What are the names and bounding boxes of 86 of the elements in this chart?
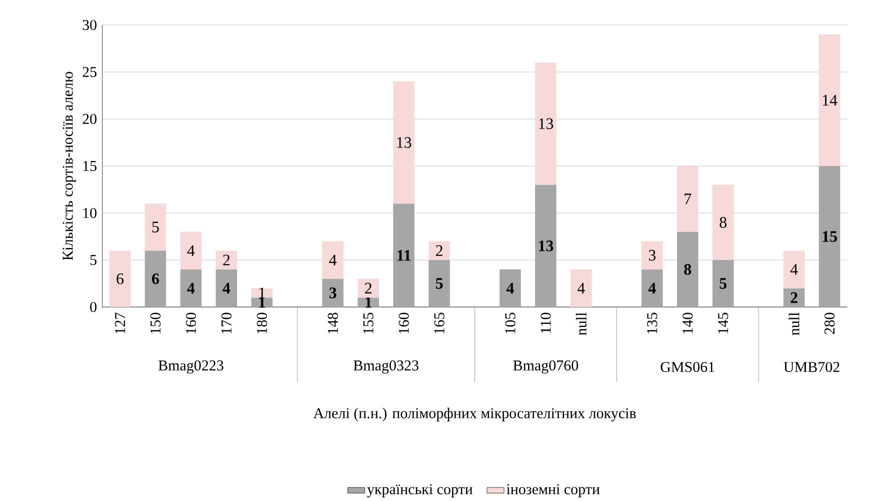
- data-label: 6: [152, 273, 160, 284]
- x-tick-label: 160: [398, 312, 409, 334]
- data-label: 4: [790, 264, 798, 275]
- bar: [322, 278, 344, 307]
- data-label: 7: [684, 194, 692, 204]
- bar: [322, 241, 344, 279]
- x-tick-label: null: [788, 312, 800, 336]
- x-tick-label: 135: [647, 312, 658, 334]
- bar: [676, 166, 698, 232]
- text: Bmag0223: [158, 360, 224, 374]
- y-axis-title: Кількість сортів-носіїв алелю: [62, 72, 76, 260]
- data-label: 8: [684, 264, 692, 275]
- data-label: 5: [152, 222, 159, 232]
- data-label: 14: [822, 94, 838, 106]
- bar: [251, 288, 273, 298]
- bar: [180, 269, 202, 307]
- bar: [393, 81, 414, 204]
- data-label: 5: [720, 278, 727, 289]
- data-label: 4: [506, 282, 514, 294]
- data-label: 5: [436, 278, 443, 289]
- data-label: 2: [436, 245, 442, 256]
- legend-label: іноземні сорти: [506, 484, 600, 498]
- y-tick-label: 25: [82, 66, 96, 78]
- bar: [642, 241, 663, 270]
- x-axis-title: Алелі (п.н.) поліморфних мікросателітних локусів: [313, 408, 636, 422]
- y-tick-label: 0: [90, 302, 96, 312]
- x-tick-label: 160: [186, 312, 196, 334]
- bar: [428, 241, 450, 260]
- text: UMB702: [784, 362, 840, 372]
- data-label: 4: [648, 282, 656, 294]
- x-tick-label: 155: [363, 312, 374, 334]
- x-tick-label: 110: [540, 312, 551, 333]
- y-tick-label: 10: [83, 208, 96, 218]
- data-label: 3: [648, 250, 656, 261]
- x-tick-label: 180: [256, 312, 267, 334]
- x-tick-label: null: [576, 312, 586, 336]
- bar: [570, 269, 592, 307]
- bar: [642, 269, 663, 307]
- bar: [500, 269, 521, 307]
- data-label: 13: [397, 137, 412, 148]
- bar: [144, 204, 166, 251]
- legend-label: українські сорти: [367, 484, 472, 498]
- data-label: 8: [720, 217, 726, 228]
- data-label: 4: [329, 254, 337, 266]
- text: GMS061: [660, 362, 714, 372]
- data-label: 15: [822, 231, 837, 242]
- x-tick-label: 140: [682, 312, 693, 334]
- bar: [109, 250, 131, 307]
- x-tick-label: 148: [328, 312, 338, 334]
- x-tick-label: 170: [221, 312, 232, 334]
- x-tick-label: 127: [115, 312, 125, 334]
- bar: [180, 232, 202, 270]
- bar: [216, 250, 238, 270]
- data-label: 2: [223, 254, 230, 266]
- x-tick-label: 150: [150, 312, 161, 334]
- y-tick-label: 15: [83, 160, 96, 172]
- data-label: 1: [259, 288, 265, 298]
- bar: [216, 269, 238, 307]
- data-label: 4: [187, 282, 195, 294]
- x-tick-label: 280: [824, 312, 835, 334]
- data-label: 11: [398, 250, 411, 261]
- data-label: 3: [329, 288, 336, 298]
- bar: [358, 278, 379, 298]
- bar: [783, 250, 805, 288]
- bar: [818, 34, 840, 166]
- data-label: 13: [539, 240, 554, 252]
- x-tick-label: 145: [718, 312, 728, 334]
- x-tick-label: 105: [505, 312, 516, 334]
- data-label: 4: [578, 282, 585, 294]
- data-label: 2: [365, 282, 372, 294]
- data-label: 4: [222, 282, 230, 294]
- data-label: 6: [116, 273, 124, 284]
- text: Bmag0323: [354, 360, 418, 374]
- y-tick-label: 5: [90, 255, 96, 265]
- y-tick-label: 20: [82, 114, 96, 124]
- text: Bmag0760: [513, 360, 578, 374]
- bar: [358, 298, 379, 307]
- x-tick-label: 165: [434, 312, 444, 334]
- data-label: 2: [790, 292, 798, 303]
- data-label: 4: [187, 245, 195, 256]
- data-label: 13: [539, 118, 554, 130]
- bar: [535, 62, 556, 185]
- bar: [783, 288, 805, 307]
- y-tick-label: 30: [82, 20, 96, 30]
- bar: [712, 184, 734, 260]
- data-label: 1: [366, 297, 372, 308]
